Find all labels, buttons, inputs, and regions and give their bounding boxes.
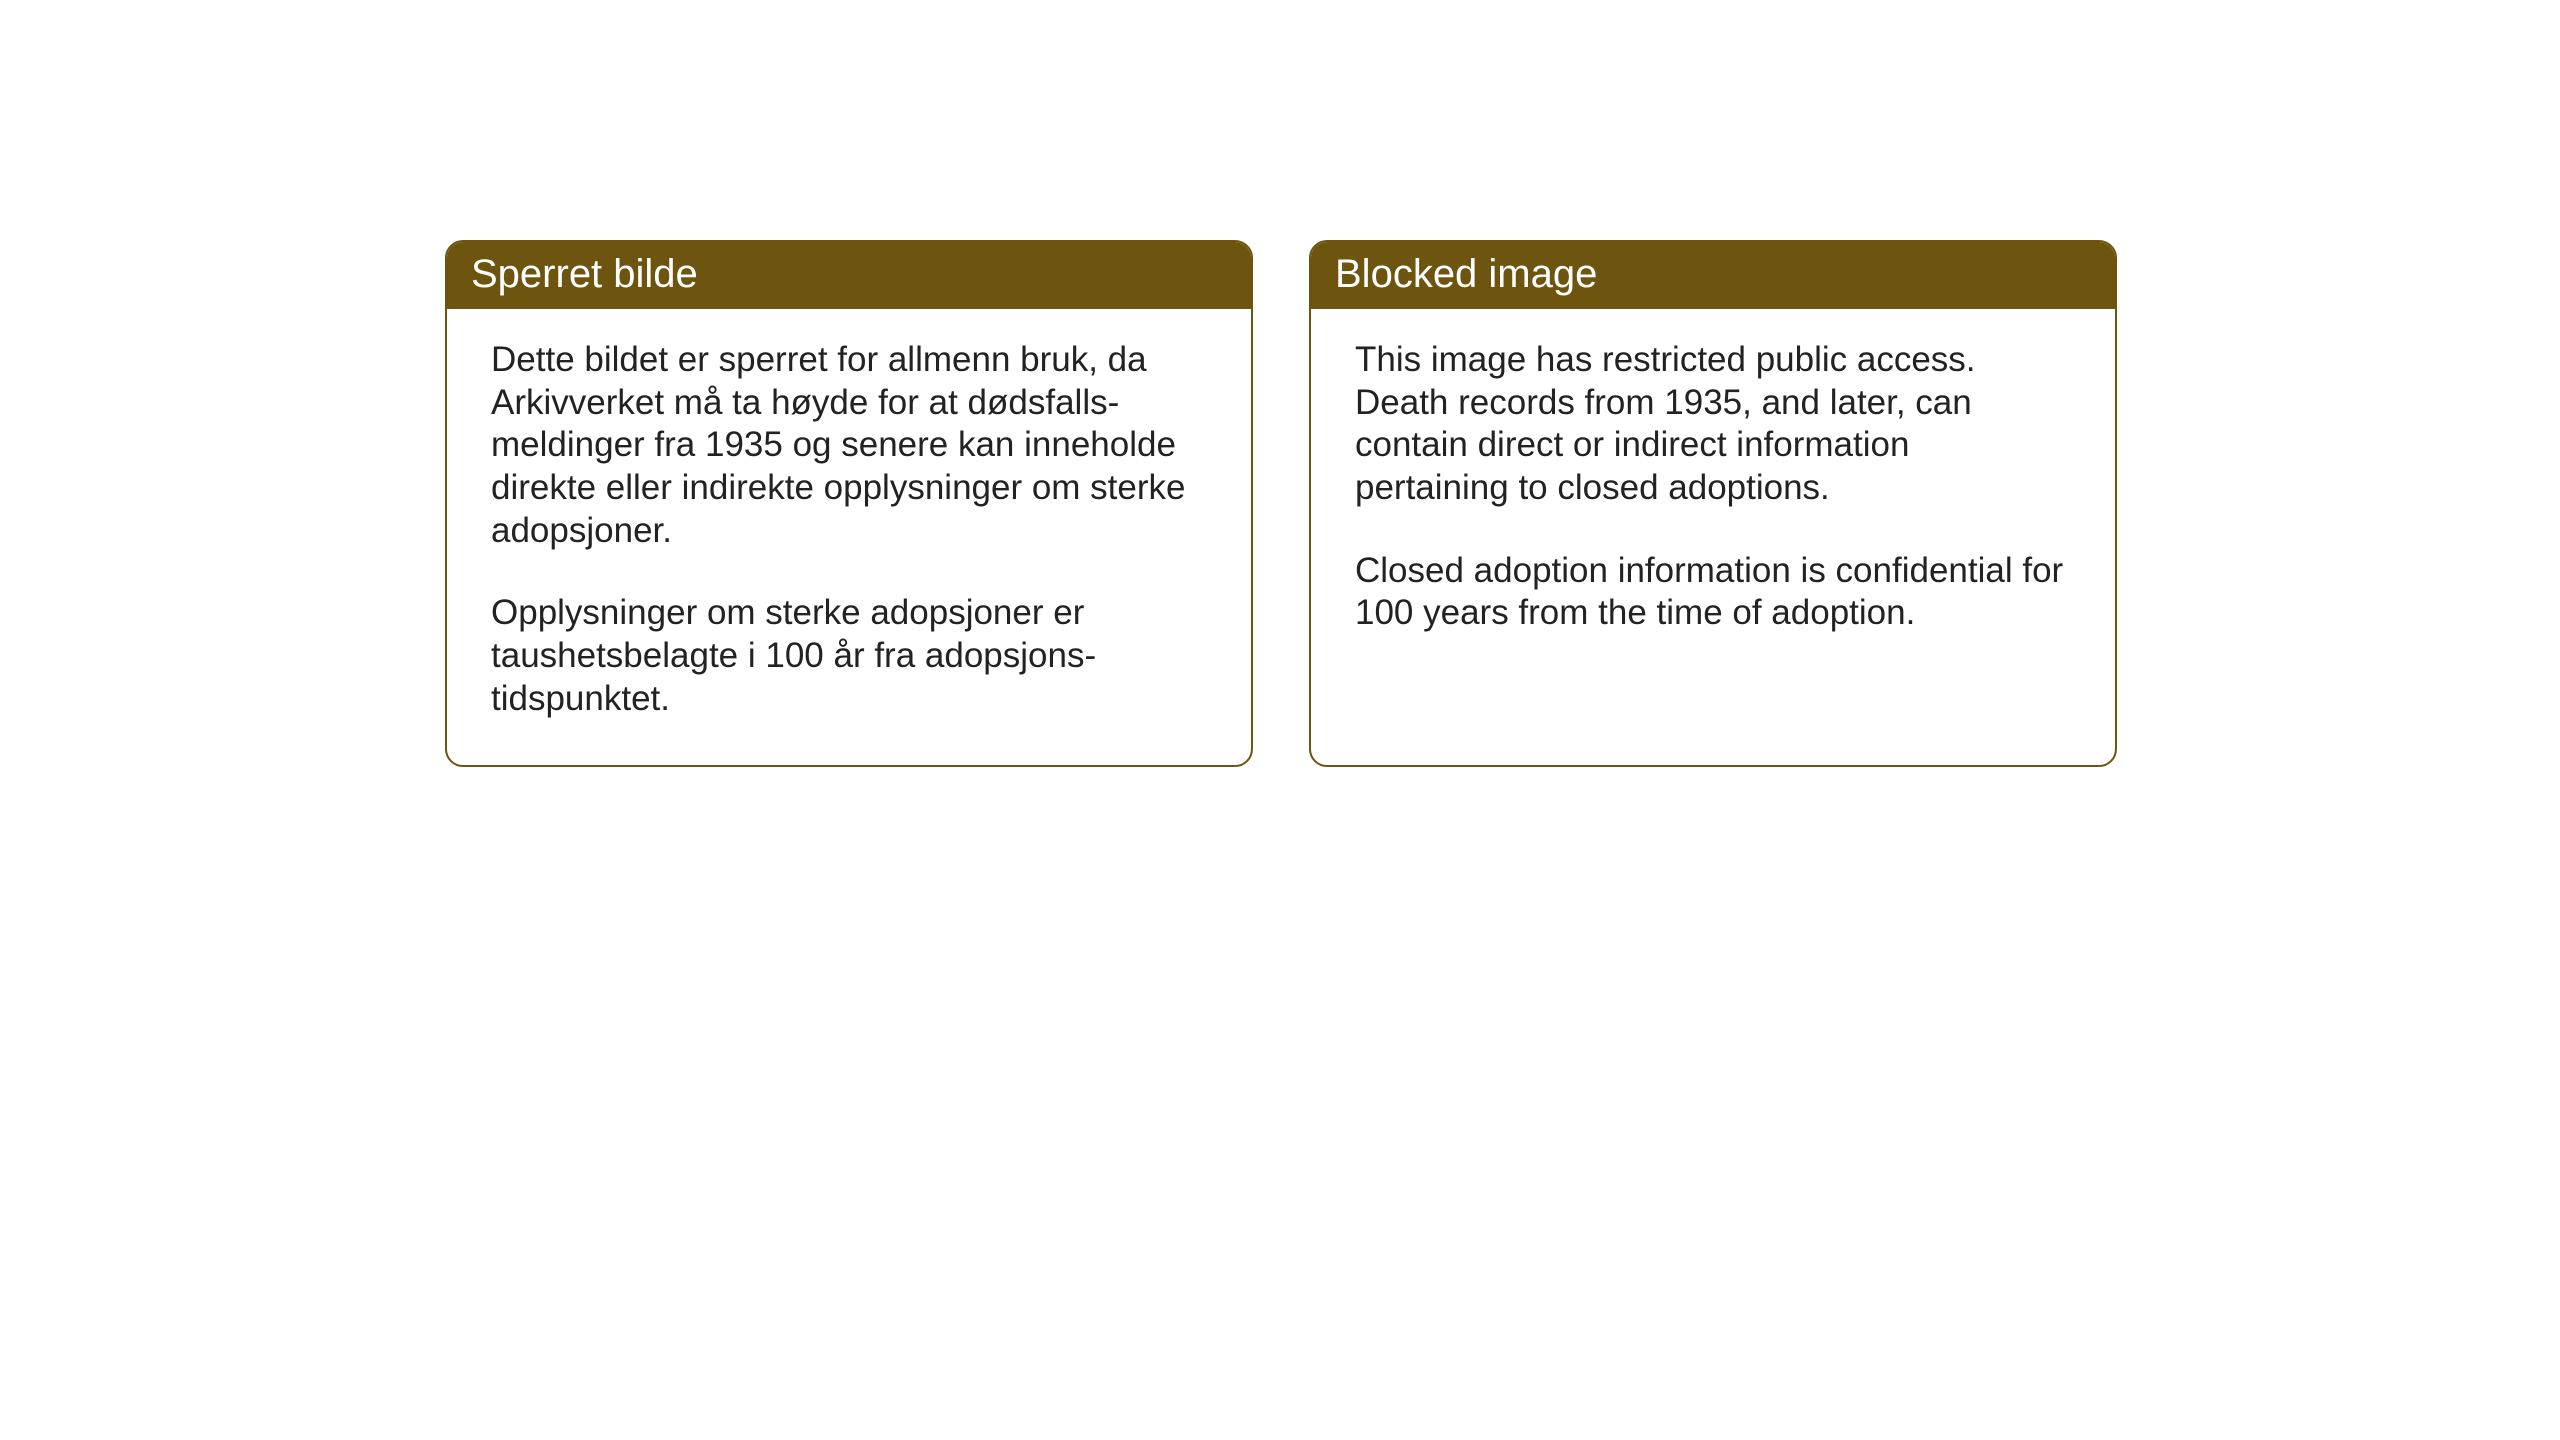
norwegian-paragraph-1: Dette bildet er sperret for allmenn bruk… xyxy=(491,339,1207,552)
notice-container: Sperret bilde Dette bildet er sperret fo… xyxy=(445,240,2117,767)
norwegian-paragraph-2: Opplysninger om sterke adopsjoner er tau… xyxy=(491,592,1207,720)
norwegian-card: Sperret bilde Dette bildet er sperret fo… xyxy=(445,240,1253,767)
norwegian-card-title: Sperret bilde xyxy=(447,242,1251,309)
english-card-body: This image has restricted public access.… xyxy=(1311,309,2115,759)
english-card: Blocked image This image has restricted … xyxy=(1309,240,2117,767)
english-paragraph-1: This image has restricted public access.… xyxy=(1355,339,2071,510)
english-card-title: Blocked image xyxy=(1311,242,2115,309)
norwegian-card-body: Dette bildet er sperret for allmenn bruk… xyxy=(447,309,1251,765)
english-paragraph-2: Closed adoption information is confident… xyxy=(1355,550,2071,635)
